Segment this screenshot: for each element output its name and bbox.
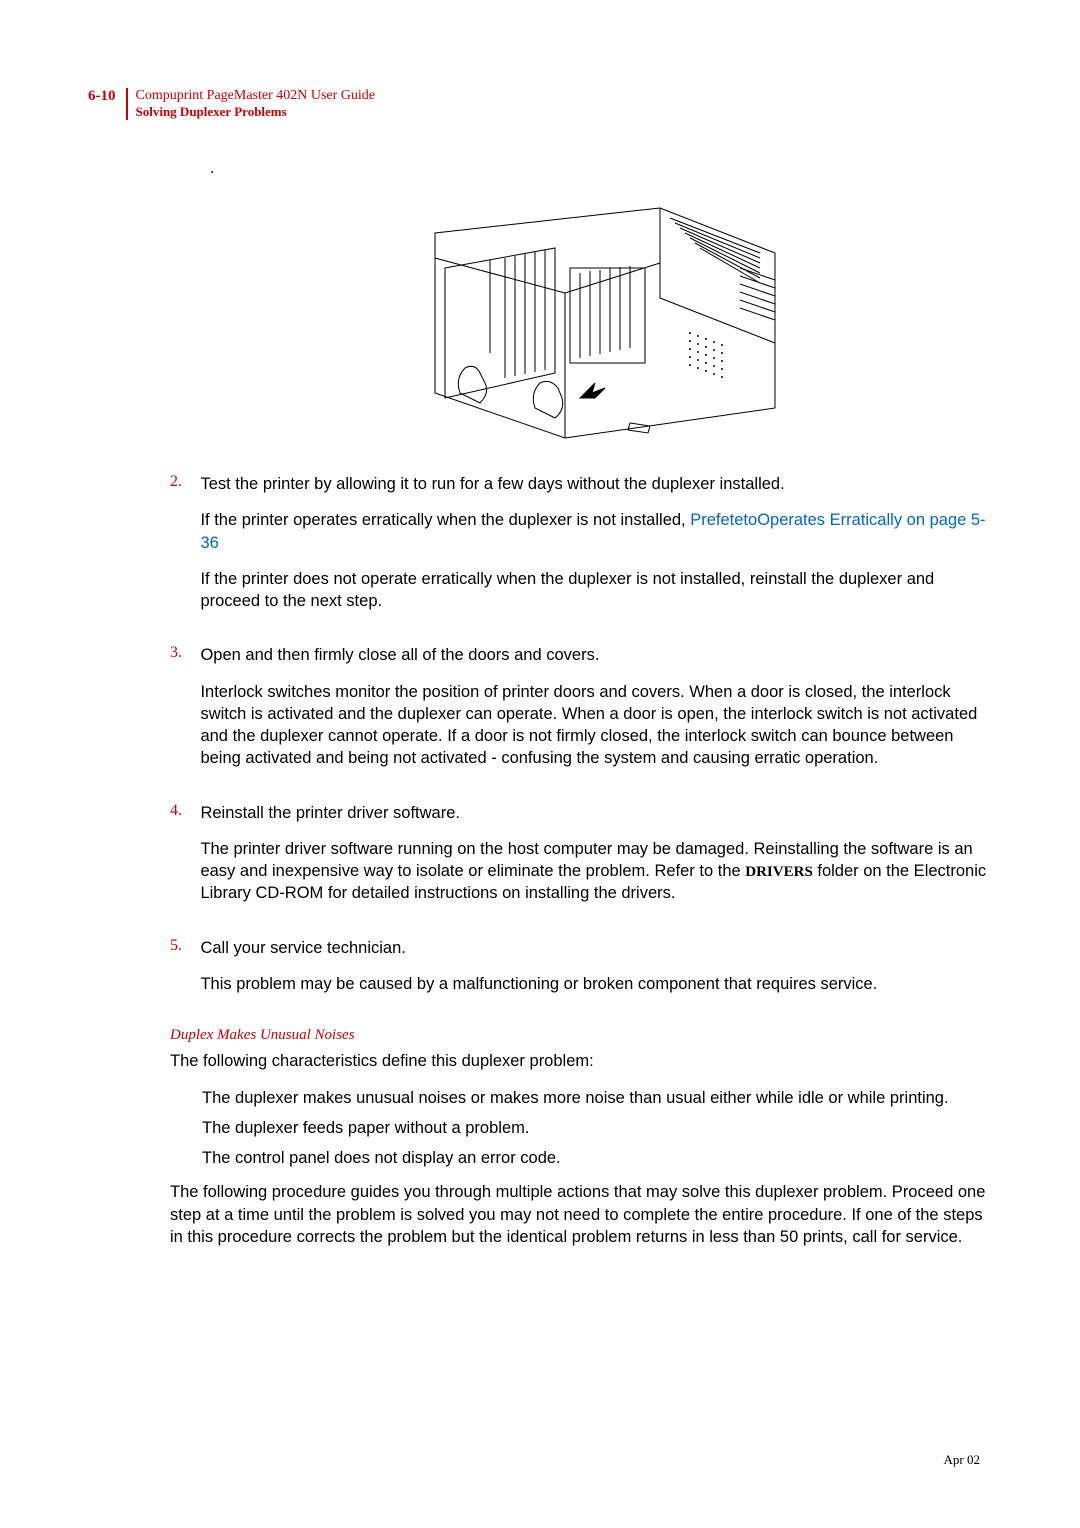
step-lead: Open and then firmly close all of the do… xyxy=(200,644,990,666)
guide-title: Compuprint PageMaster 402N User Guide xyxy=(136,88,376,104)
subsection-heading: Duplex Makes Unusual Noises xyxy=(170,1027,1000,1044)
header-text: Compuprint PageMaster 402N User Guide So… xyxy=(136,88,376,120)
step-para-drivers: The printer driver software running on t… xyxy=(200,838,990,905)
step-para-plain: Interlock switches monitor the position … xyxy=(200,681,990,770)
step-2: 2. Test the printer by allowing it to ru… xyxy=(170,473,1000,626)
main-content: . xyxy=(170,160,1000,1262)
page-header: 6-10 Compuprint PageMaster 402N User Gui… xyxy=(88,88,375,120)
step-body: Call your service technician. This probl… xyxy=(200,937,990,1010)
leading-dot: . xyxy=(210,160,1000,178)
printer-illustration xyxy=(170,198,1000,448)
step-5: 5. Call your service technician. This pr… xyxy=(170,937,1000,1010)
bullet-item: The duplexer makes unusual noises or mak… xyxy=(202,1087,1000,1109)
step-4: 4. Reinstall the printer driver software… xyxy=(170,802,1000,919)
subsection-closing: The following procedure guides you throu… xyxy=(170,1181,1000,1248)
step-para-plain: This problem may be caused by a malfunct… xyxy=(200,973,990,995)
subsection-intro: The following characteristics define thi… xyxy=(170,1050,1000,1072)
bullet-item: The control panel does not display an er… xyxy=(202,1147,1000,1169)
step-number: 2. xyxy=(170,473,196,491)
step-para: If the printer operates erratically when… xyxy=(200,509,990,554)
page-number: 6-10 xyxy=(88,88,116,105)
bullet-item: The duplexer feeds paper without a probl… xyxy=(202,1117,1000,1139)
text-pre: If the printer operates erratically when… xyxy=(200,511,690,529)
step-para-plain: If the printer does not operate erratica… xyxy=(200,568,990,613)
step-lead: Reinstall the printer driver software. xyxy=(200,802,990,824)
step-number: 4. xyxy=(170,802,196,820)
bullet-list: The duplexer makes unusual noises or mak… xyxy=(202,1087,1000,1170)
drivers-word: DRIVERS xyxy=(745,864,813,880)
step-number: 5. xyxy=(170,937,196,955)
header-divider xyxy=(126,88,128,120)
step-body: Open and then firmly close all of the do… xyxy=(200,644,990,783)
footer-date: Apr 02 xyxy=(944,1452,980,1468)
printer-svg xyxy=(380,198,790,443)
step-body: Test the printer by allowing it to run f… xyxy=(200,473,990,626)
step-body: Reinstall the printer driver software. T… xyxy=(200,802,990,919)
step-lead: Test the printer by allowing it to run f… xyxy=(200,473,990,495)
link-overlap-text[interactable]: Prefeteto xyxy=(690,511,757,529)
step-3: 3. Open and then firmly close all of the… xyxy=(170,644,1000,783)
step-number: 3. xyxy=(170,644,196,662)
section-title: Solving Duplexer Problems xyxy=(136,104,376,120)
step-lead: Call your service technician. xyxy=(200,937,990,959)
